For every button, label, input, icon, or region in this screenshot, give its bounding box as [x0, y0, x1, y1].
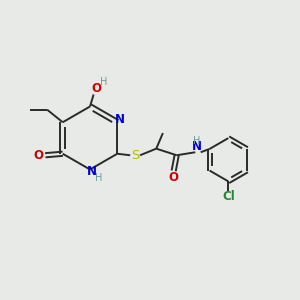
Text: N: N: [86, 165, 97, 178]
Text: O: O: [91, 82, 101, 95]
Text: O: O: [34, 149, 44, 162]
Text: O: O: [168, 171, 178, 184]
Text: N: N: [192, 140, 202, 153]
Text: Cl: Cl: [222, 190, 235, 203]
Text: H: H: [100, 77, 108, 88]
Text: N: N: [115, 113, 125, 126]
Text: H: H: [95, 173, 102, 183]
Text: H: H: [193, 136, 200, 146]
Text: S: S: [131, 149, 140, 162]
